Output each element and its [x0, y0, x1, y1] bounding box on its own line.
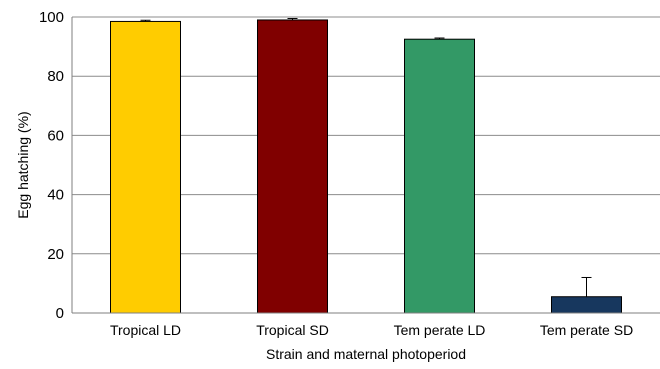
x-axis-title: Strain and maternal photoperiod — [266, 346, 466, 362]
x-tick-label: Tem perate LD — [394, 322, 486, 338]
x-tick-labels: Tropical LD Tropical SD Tem perate LD Tem p… — [110, 322, 633, 338]
bar — [257, 19, 328, 314]
bar — [551, 296, 622, 314]
y-tick-labels: 0 20 40 60 80 100 — [39, 9, 64, 322]
x-tick-label: Tropical LD — [110, 322, 181, 338]
x-tick-label: Tem perate SD — [540, 322, 633, 338]
bars — [110, 17, 622, 314]
x-tick-label: Tropical SD — [256, 322, 329, 338]
y-tick-label: 0 — [56, 305, 64, 322]
y-tick-label: 20 — [47, 246, 64, 263]
axes — [71, 17, 660, 314]
bar — [404, 38, 475, 314]
y-axis-title: Egg hatching (%) — [15, 111, 31, 218]
bar — [110, 20, 181, 314]
y-tick-label: 100 — [39, 9, 64, 26]
y-tick-label: 40 — [47, 187, 64, 204]
y-tick-label: 60 — [47, 127, 64, 144]
y-tick-label: 80 — [47, 68, 64, 85]
